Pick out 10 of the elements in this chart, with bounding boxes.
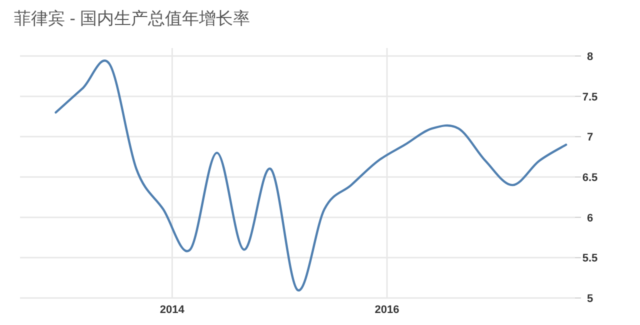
xtick: 2016 bbox=[374, 304, 400, 316]
ytick: 6.5 bbox=[582, 172, 598, 184]
title: 菲律宾 - 国内生产总值年增长率 bbox=[14, 9, 250, 28]
ytick: 6 bbox=[586, 212, 594, 224]
xtick: 2014 bbox=[160, 304, 184, 316]
ytick: 8 bbox=[586, 51, 594, 63]
ytick: 5 bbox=[586, 293, 594, 305]
ytick: 7 bbox=[586, 132, 594, 144]
ytick: 7.5 bbox=[582, 91, 598, 104]
ytick: 5.5 bbox=[582, 252, 598, 265]
